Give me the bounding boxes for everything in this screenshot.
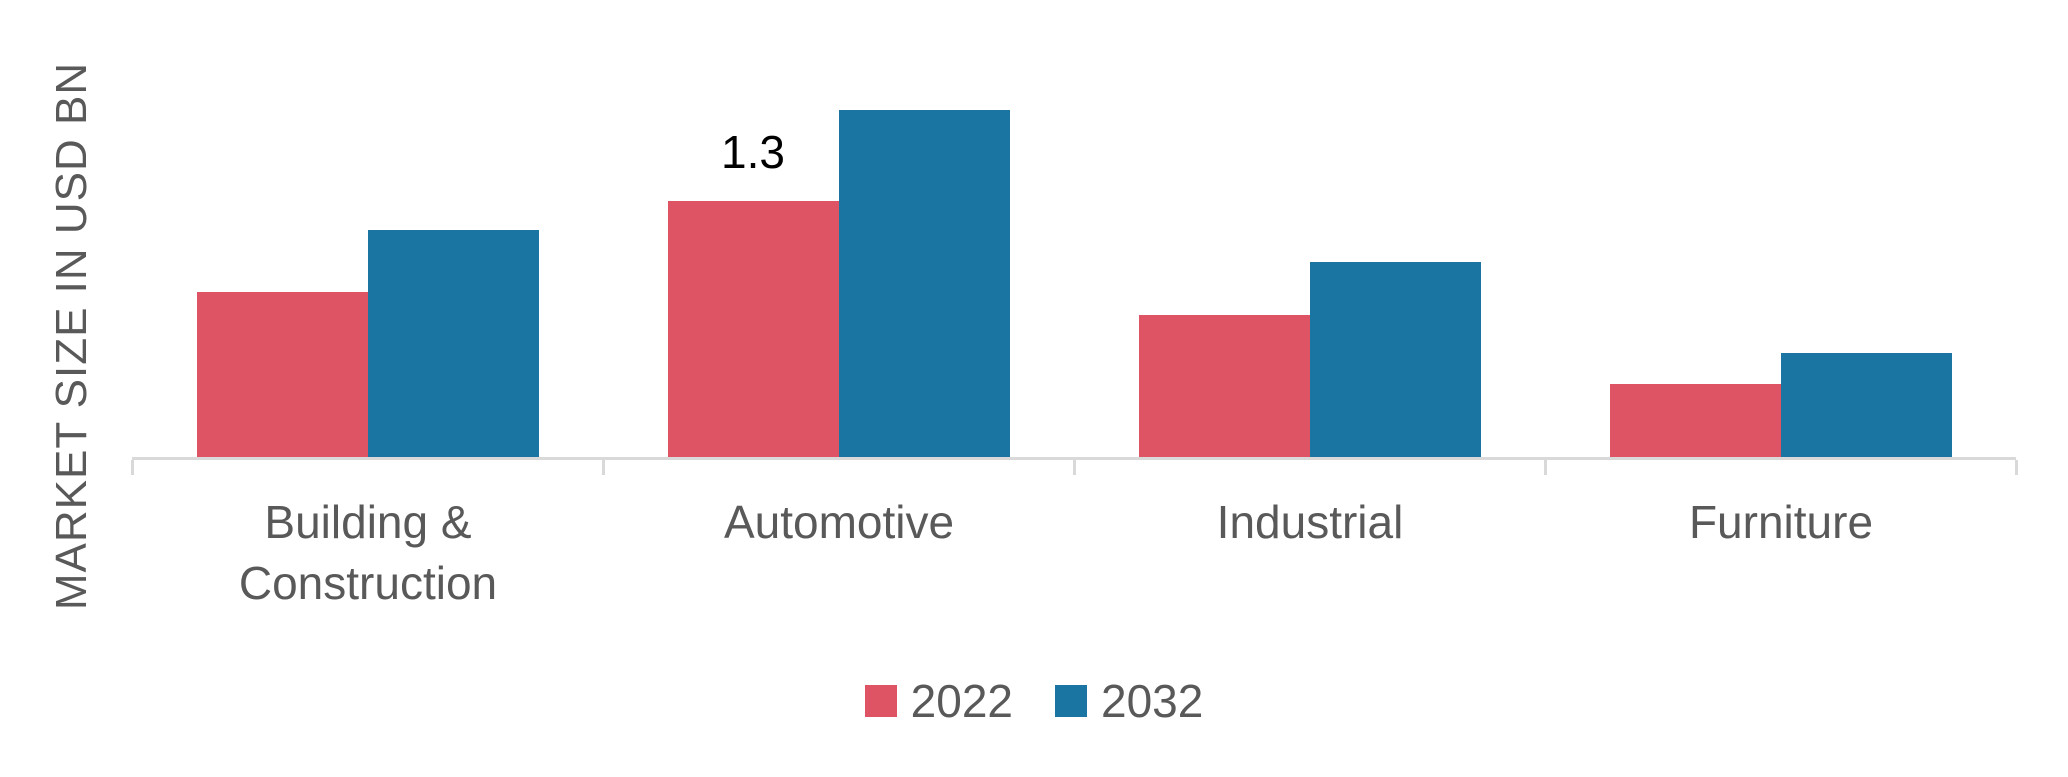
legend-swatch-icon bbox=[1055, 685, 1087, 717]
x-axis-line bbox=[132, 457, 2016, 460]
legend-item-2022: 2022 bbox=[864, 674, 1013, 728]
bar-2022-building-construction bbox=[197, 292, 368, 457]
bar-2022-industrial bbox=[1139, 315, 1310, 457]
legend-item-2032: 2032 bbox=[1055, 674, 1203, 728]
bar-2032-furniture bbox=[1781, 353, 1952, 457]
plot-area: 1.3 bbox=[132, 0, 2016, 457]
legend-swatch-icon bbox=[864, 685, 897, 717]
bar-2032-industrial bbox=[1310, 262, 1481, 457]
x-axis-label-furniture: Furniture bbox=[1688, 496, 1874, 548]
x-axis-label-automotive: Automotive bbox=[723, 496, 955, 548]
bar-2022-furniture bbox=[1610, 384, 1781, 457]
legend-label: 2022 bbox=[910, 675, 1013, 727]
x-axis-label-industrial: Industrial bbox=[1216, 496, 1404, 548]
bar-value-label: 1.3 bbox=[721, 126, 785, 178]
axis-tick bbox=[602, 460, 605, 475]
x-axis-label-building-construction: Building & Construction bbox=[238, 496, 498, 609]
axis-tick bbox=[131, 460, 134, 475]
axis-tick bbox=[1544, 460, 1547, 475]
axis-tick bbox=[1073, 460, 1076, 475]
bar-2022-automotive bbox=[668, 201, 839, 457]
bar-2032-building-construction bbox=[368, 230, 539, 457]
y-axis-title: MARKET SIZE IN USD BN bbox=[47, 61, 96, 611]
bar-2032-automotive bbox=[839, 110, 1010, 457]
legend: 2022 2032 bbox=[0, 674, 2068, 728]
legend-label: 2032 bbox=[1101, 675, 1204, 727]
axis-tick bbox=[2015, 460, 2018, 475]
